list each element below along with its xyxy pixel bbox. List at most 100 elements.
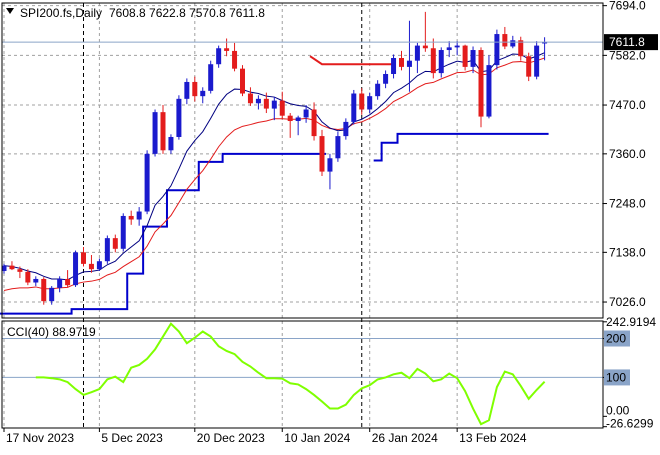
candle-body-up xyxy=(542,42,548,44)
candle-body-down xyxy=(65,278,71,286)
date-tick-label: 26 Jan 2024 xyxy=(372,431,438,445)
candle-body-down xyxy=(247,93,253,104)
candle-body-up xyxy=(343,121,349,137)
candle-body-up xyxy=(367,96,373,110)
candle-body-up xyxy=(351,93,357,122)
candle-body-up xyxy=(73,252,79,286)
cci-level-box xyxy=(604,330,630,347)
candle-body-down xyxy=(422,45,428,49)
candle-body-up xyxy=(144,153,150,212)
price-tick-label: 7026.0 xyxy=(609,295,646,309)
price-tick-label: 7360.0 xyxy=(609,147,646,161)
cci-tick-label: 100 xyxy=(606,370,626,384)
candle-body-up xyxy=(208,64,214,91)
candle-body-up xyxy=(1,265,7,271)
candle-body-down xyxy=(399,58,404,67)
candle-body-down xyxy=(224,48,230,51)
resistance-level-line xyxy=(309,55,394,66)
price-tick-label: 7470.0 xyxy=(609,98,646,112)
last-price-box xyxy=(604,34,658,51)
candle-body-down xyxy=(319,136,325,172)
candle-body-down xyxy=(430,48,436,74)
candle-body-down xyxy=(81,252,86,264)
price-tick-label: 7582.0 xyxy=(609,48,646,62)
candle-body-down xyxy=(311,109,317,137)
candle-body-up xyxy=(438,50,444,74)
candle-body-down xyxy=(518,40,524,57)
label-layer: SPI200.fs,Daily 7608.8 7622.8 7570.8 761… xyxy=(6,0,658,445)
candle-body-down xyxy=(462,45,468,67)
candle-body-down xyxy=(160,112,166,151)
collapse-triangle-icon[interactable] xyxy=(6,8,14,14)
candle-body-up xyxy=(295,117,301,122)
candle-body-down xyxy=(502,34,508,47)
cci-tick-label: -26.6299 xyxy=(606,417,654,431)
candle-body-up xyxy=(494,34,500,66)
last-price-label: 7611.8 xyxy=(609,35,645,49)
candle-body-down xyxy=(192,81,198,97)
candle-body-up xyxy=(136,211,142,220)
candle-body-up xyxy=(375,83,381,97)
candle-body-up xyxy=(383,73,389,84)
date-tick-label: 13 Feb 2024 xyxy=(459,431,527,445)
candle-body-down xyxy=(17,269,23,272)
candle-body-up xyxy=(255,98,261,104)
candle-body-up xyxy=(176,98,182,137)
frame-layer xyxy=(1,2,607,432)
candle-body-up xyxy=(184,81,190,99)
candle-body-down xyxy=(240,68,245,94)
candle-body-up xyxy=(510,40,516,47)
candle-body-down xyxy=(9,265,15,270)
candle-body-up xyxy=(49,287,55,302)
candle-body-down xyxy=(279,100,285,116)
price-panel-frame xyxy=(1,2,604,319)
candle-body-up xyxy=(414,45,420,61)
candle-body-up xyxy=(104,238,110,262)
symbol-label: SPI200.fs,Daily xyxy=(20,6,102,20)
cci-panel-frame xyxy=(1,320,604,429)
candle-body-up xyxy=(168,136,174,151)
candle-body-up xyxy=(33,278,39,283)
candle-body-down xyxy=(478,50,484,117)
candle-body-down xyxy=(25,271,31,283)
candle-body-up xyxy=(96,261,102,270)
candle-body-up xyxy=(391,58,397,74)
candle-body-down xyxy=(359,93,365,110)
candle-body-down xyxy=(287,115,293,122)
candle-body-up xyxy=(335,136,341,159)
price-tick-label: 7138.0 xyxy=(609,245,646,259)
candle-body-up xyxy=(200,90,206,97)
candle-body-up xyxy=(454,45,460,48)
candle-body-up xyxy=(406,60,412,67)
candle-body-down xyxy=(112,238,118,249)
cci-level-box xyxy=(604,369,630,386)
candle-body-up xyxy=(327,158,333,172)
candle-body-up xyxy=(534,45,540,77)
cci-tick-label: 200 xyxy=(606,332,626,346)
candle-body-up xyxy=(57,278,63,288)
cci-indicator-label: CCI(40) 88.9719 xyxy=(7,325,96,339)
candle-body-up xyxy=(120,215,126,249)
date-tick-label: 20 Dec 2023 xyxy=(197,431,265,445)
candle-body-up xyxy=(271,100,277,109)
candle-body-down xyxy=(232,50,238,69)
candle-body-down xyxy=(88,263,94,270)
candle-body-up xyxy=(152,112,158,154)
support-level-line xyxy=(0,132,549,315)
date-tick-label: 10 Jan 2024 xyxy=(284,431,350,445)
price-tick-label: 7248.0 xyxy=(609,197,646,211)
cci-layer xyxy=(2,322,603,426)
cci-tick-label: 0.00 xyxy=(606,403,630,417)
candle-body-up xyxy=(216,48,222,65)
candle-body-down xyxy=(128,215,134,220)
cci-tick-label: 242.9194 xyxy=(606,315,656,329)
date-tick-label: 5 Dec 2023 xyxy=(101,431,163,445)
cci-line xyxy=(35,322,546,426)
candle-body-up xyxy=(446,47,452,51)
candle-body-up xyxy=(303,109,309,118)
candle-body-up xyxy=(486,65,492,117)
price-layer xyxy=(0,11,603,315)
